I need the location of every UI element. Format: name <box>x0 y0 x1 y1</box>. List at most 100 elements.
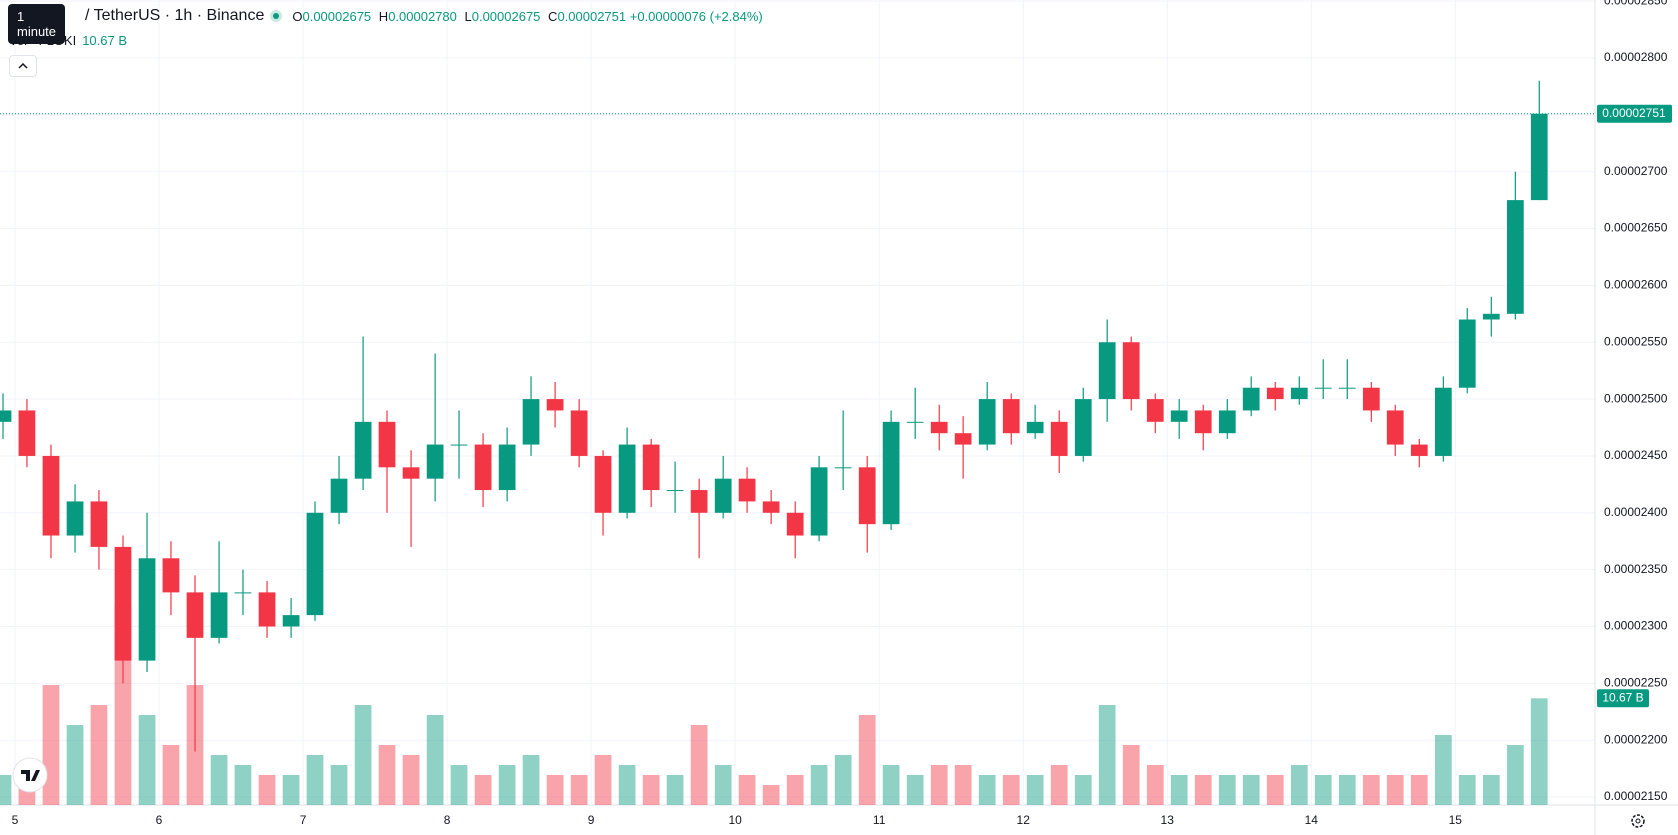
volume-bar <box>1074 775 1092 805</box>
volume-bar <box>1458 775 1476 805</box>
x-tick-label: 6 <box>156 813 163 827</box>
x-tick-label: 5 <box>12 813 19 827</box>
volume-bar <box>474 775 492 805</box>
candle-body <box>642 444 660 491</box>
x-tick-label: 15 <box>1449 813 1463 827</box>
l-label: L <box>464 8 472 24</box>
status-dot <box>270 10 283 22</box>
y-tick-label: 0.00002450 <box>1604 448 1668 462</box>
volume-bar <box>858 715 876 805</box>
o-label: O <box>292 8 303 24</box>
candle-body <box>954 433 972 445</box>
candle-body <box>90 501 108 547</box>
volume-bar <box>1050 765 1068 805</box>
candle-body <box>1386 410 1404 445</box>
volume-bar <box>1242 775 1260 805</box>
volume-bar <box>810 765 828 805</box>
candle-body <box>1362 387 1380 411</box>
volume-bar <box>450 765 468 805</box>
candle-body <box>762 501 780 513</box>
volume-bar <box>1482 775 1500 805</box>
candle-body <box>906 421 924 423</box>
y-tick-label: 0.00002400 <box>1604 505 1668 519</box>
volume-bar <box>714 765 732 805</box>
volume-bar <box>234 765 252 805</box>
volume-bar <box>786 775 804 805</box>
volume-bar <box>210 755 228 805</box>
y-tick-label: 0.00002500 <box>1604 391 1668 405</box>
candle-body <box>1266 387 1284 400</box>
candle-body <box>666 490 684 492</box>
x-tick-label: 9 <box>588 813 595 827</box>
candle-body <box>1434 387 1452 456</box>
volume-bar <box>1386 775 1404 805</box>
candle-body <box>234 592 252 594</box>
logo-mark <box>21 770 40 781</box>
volume-bar <box>546 775 564 805</box>
y-tick-label: 0.00002700 <box>1604 164 1668 178</box>
change: +0.00000076 (+2.84%) <box>629 8 763 24</box>
candle-body <box>546 399 564 411</box>
candle-body <box>378 421 396 468</box>
volume-bar <box>1362 775 1380 805</box>
candle-body <box>1506 200 1524 314</box>
candle-body <box>858 467 876 525</box>
candle-body <box>618 444 636 513</box>
candle-body <box>402 467 420 479</box>
x-tick-label: 8 <box>444 813 451 827</box>
symbol[interactable]: / TetherUS · 1h · Binance <box>85 7 265 24</box>
candle-body <box>1194 410 1212 434</box>
settings-icon[interactable] <box>1631 814 1645 828</box>
collapse-button[interactable] <box>9 55 37 77</box>
volume-bar <box>138 715 156 805</box>
candle-body <box>1122 342 1140 400</box>
volume-bar <box>282 775 300 805</box>
gear-center <box>1635 818 1641 824</box>
candle-body <box>330 478 348 513</box>
price-badge <box>1597 104 1672 123</box>
volume-bar <box>1146 765 1164 805</box>
candle-body <box>114 546 132 661</box>
candle-body <box>1026 421 1044 434</box>
candle-body <box>786 512 804 536</box>
candle-body <box>714 478 732 513</box>
volume-bar <box>426 715 444 805</box>
volume-value: 10.67 B <box>82 33 128 48</box>
volume-bar <box>762 785 780 805</box>
volume-bar <box>1122 745 1140 805</box>
candle-body <box>1314 387 1332 389</box>
candle-body <box>1338 387 1356 389</box>
volume-bar <box>1026 775 1044 805</box>
y-tick-label: 0.00002200 <box>1604 732 1668 746</box>
candle-body <box>1458 319 1476 388</box>
x-tick-label: 12 <box>1017 813 1031 827</box>
candle-body <box>522 399 540 445</box>
candle-body <box>162 558 180 593</box>
volume-bar <box>594 755 612 805</box>
volume-bar <box>1290 765 1308 805</box>
volume-bar <box>330 765 348 805</box>
candle-body <box>0 410 12 422</box>
volume-bar <box>90 705 108 805</box>
close: 0.00002751 <box>557 8 627 24</box>
volume-bar <box>66 725 84 805</box>
high: 0.00002780 <box>388 8 457 24</box>
volume-title: Vol · FLOKI <box>9 33 77 48</box>
y-tick-label: 0.00002150 <box>1604 789 1668 803</box>
candle-body <box>1530 113 1548 201</box>
candle-body <box>978 399 996 445</box>
candle-body <box>1482 313 1500 320</box>
volume-bar <box>570 775 588 805</box>
volume-bar <box>162 745 180 805</box>
candle-body <box>738 478 756 502</box>
x-tick-label: 13 <box>1161 813 1175 827</box>
candle-body <box>810 467 828 536</box>
gear <box>1631 814 1645 828</box>
y-tick-label: 0.00002350 <box>1604 562 1668 576</box>
ohlc: O0.00002675 H0.00002780 L0.00002675 C0.0… <box>288 9 762 24</box>
candle-body <box>1410 444 1428 456</box>
volume-bar <box>1266 775 1284 805</box>
volume-bar <box>0 775 12 805</box>
x-tick-label: 14 <box>1305 813 1319 827</box>
